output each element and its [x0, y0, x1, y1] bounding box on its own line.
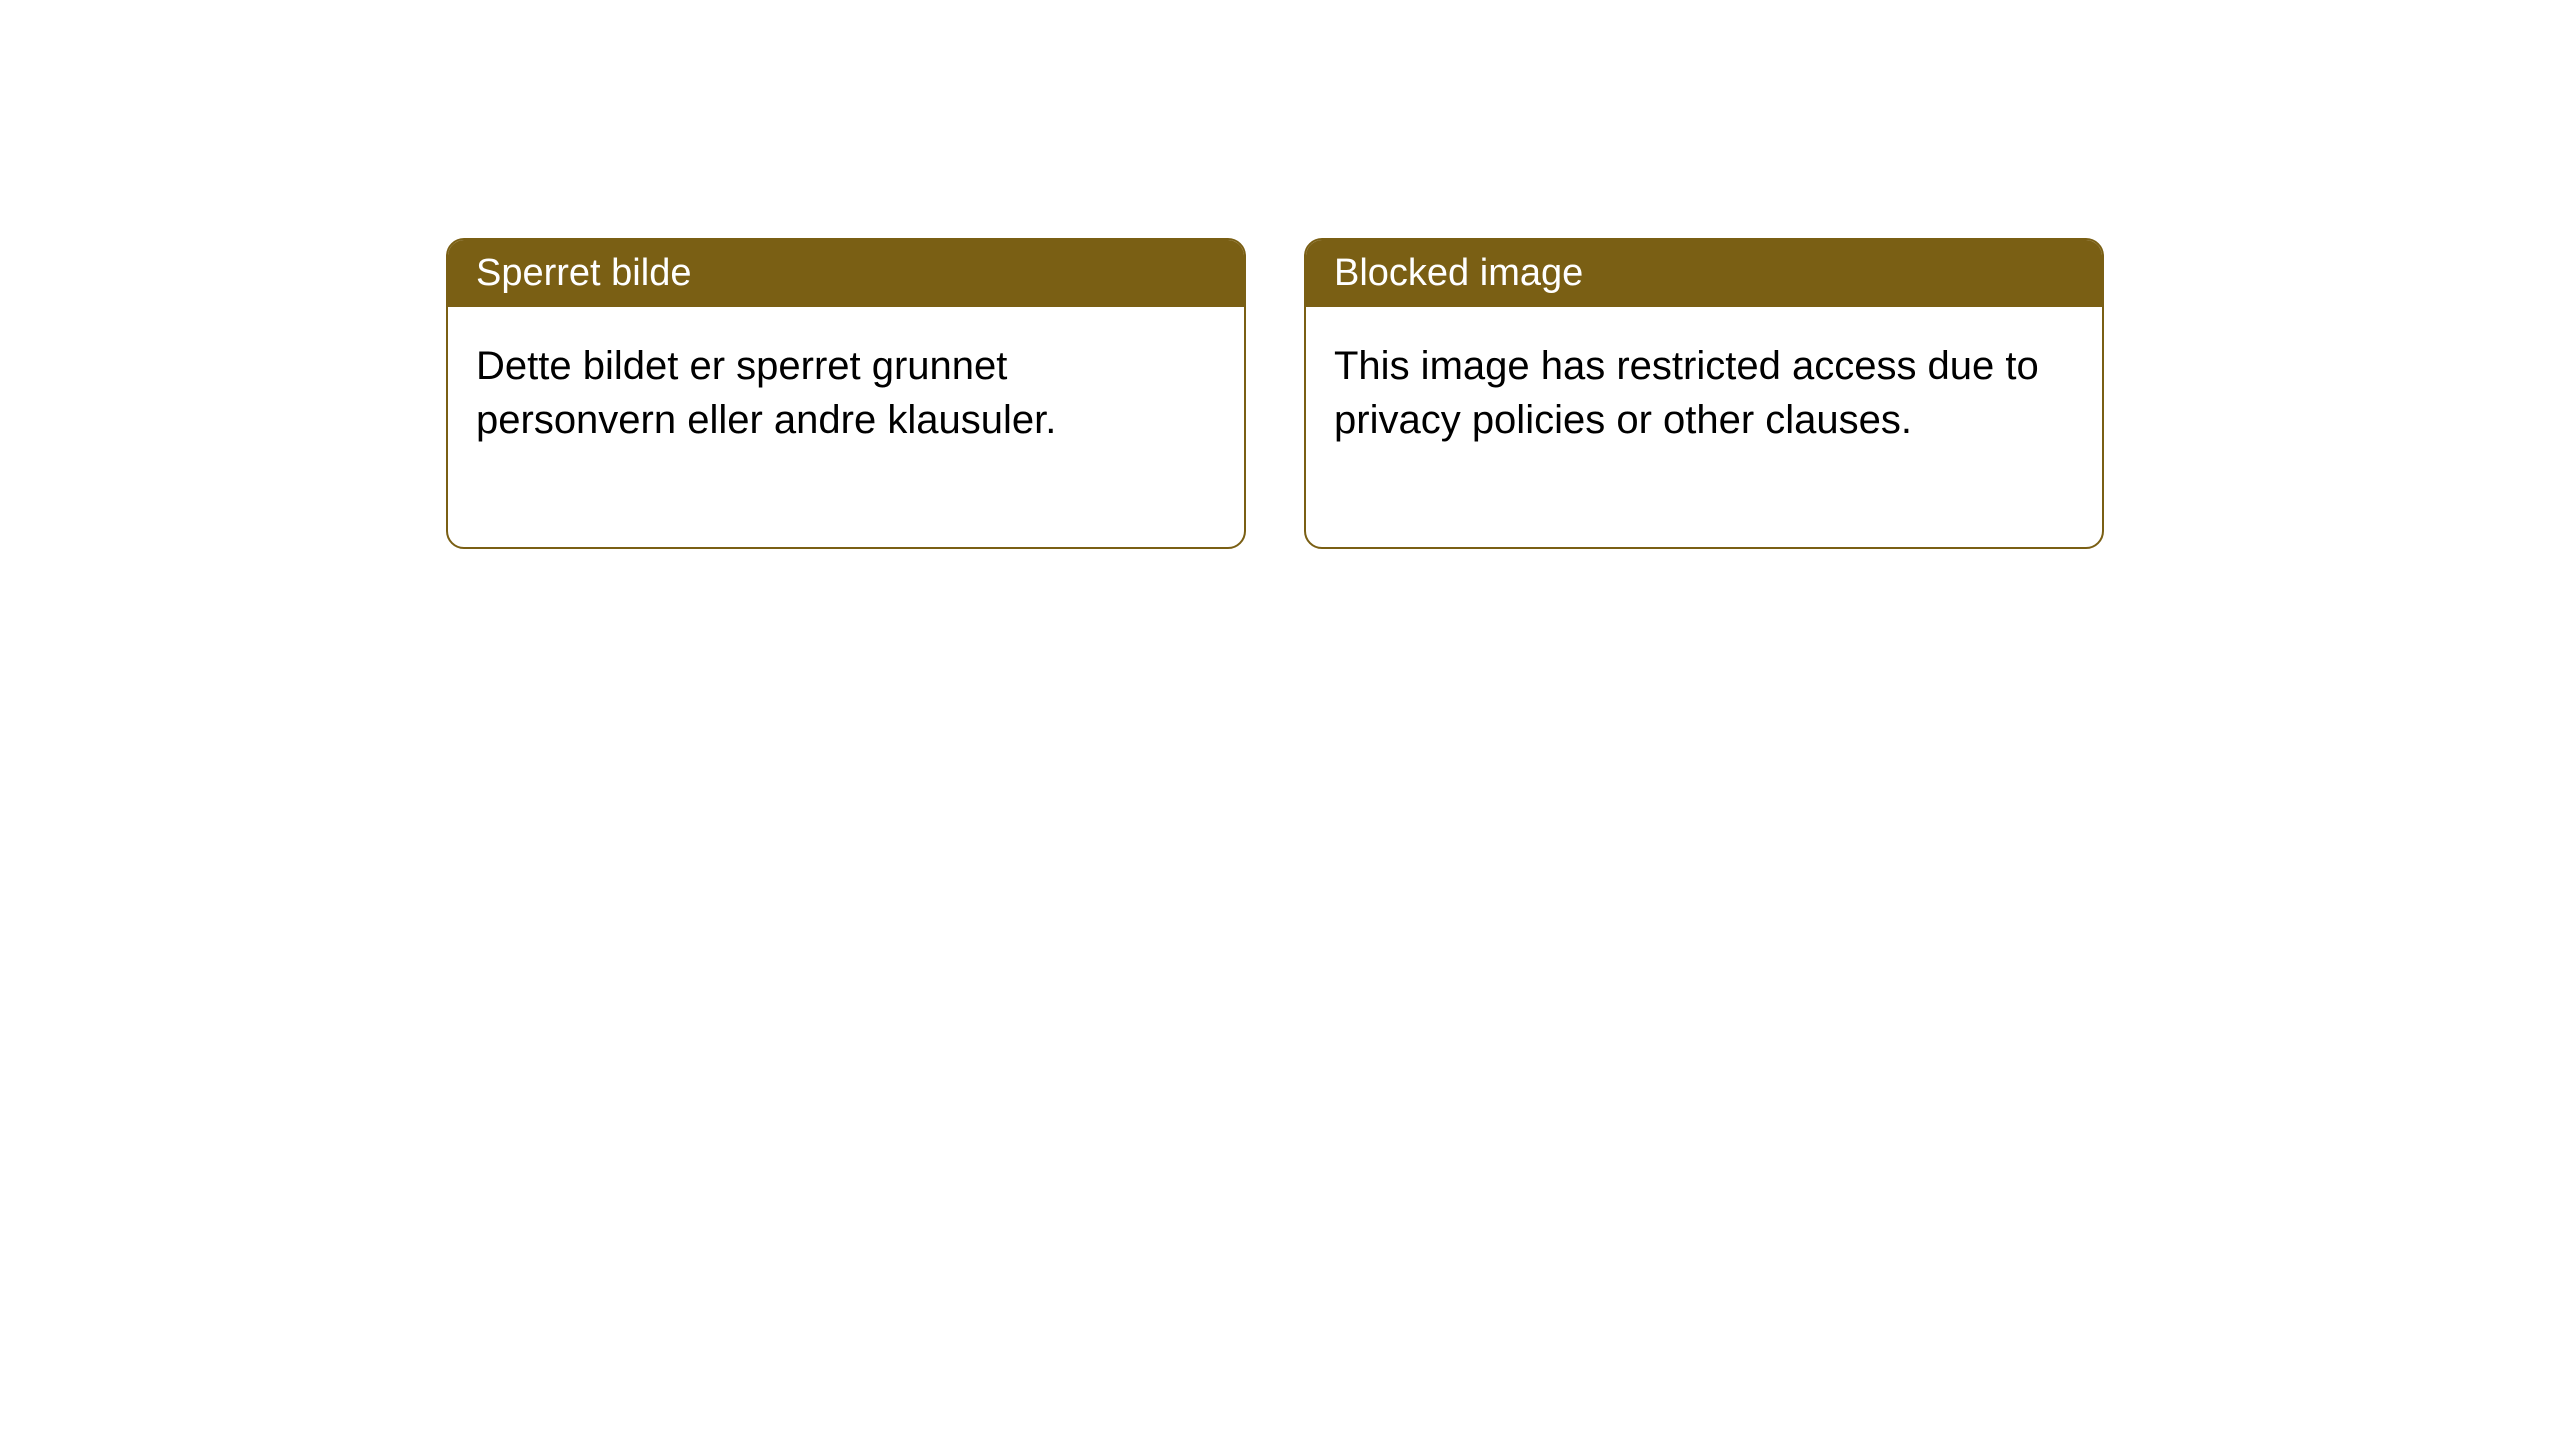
card-body-no: Dette bildet er sperret grunnet personve…: [448, 307, 1244, 547]
card-body-text-no: Dette bildet er sperret grunnet personve…: [476, 344, 1056, 442]
cards-container: Sperret bilde Dette bildet er sperret gr…: [446, 238, 2104, 549]
card-header-no: Sperret bilde: [448, 240, 1244, 307]
blocked-image-card-en: Blocked image This image has restricted …: [1304, 238, 2104, 549]
card-header-en: Blocked image: [1306, 240, 2102, 307]
card-title-en: Blocked image: [1334, 252, 1583, 294]
card-body-text-en: This image has restricted access due to …: [1334, 344, 2039, 442]
card-body-en: This image has restricted access due to …: [1306, 307, 2102, 547]
card-title-no: Sperret bilde: [476, 252, 691, 294]
blocked-image-card-no: Sperret bilde Dette bildet er sperret gr…: [446, 238, 1246, 549]
